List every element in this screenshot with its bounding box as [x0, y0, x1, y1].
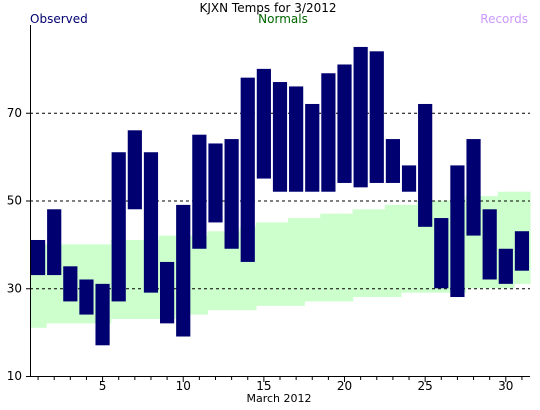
normal-range-day-17	[288, 218, 305, 306]
observed-bar-day-7	[127, 130, 142, 210]
observed-bar-day-27	[450, 165, 465, 298]
x-tick-label-10: 10	[176, 379, 191, 393]
x-tick-label-25: 25	[418, 379, 433, 393]
normal-range-day-7	[126, 239, 144, 319]
observed-bar-day-29	[482, 209, 497, 280]
x-axis-label: March 2012	[246, 392, 311, 405]
observed-bar-day-15	[256, 68, 271, 179]
observed-bar-day-28	[466, 139, 481, 236]
legend-normals: Normals	[258, 12, 308, 26]
observed-bars	[30, 46, 530, 346]
normal-range-day-13	[223, 231, 241, 311]
observed-bar-day-8	[143, 152, 159, 293]
observed-bar-day-26	[434, 218, 449, 289]
observed-bar-day-14	[240, 77, 255, 262]
axes: 10 30 50 70 5 10 15 20 25 30	[7, 25, 530, 393]
observed-bar-day-11	[192, 134, 207, 249]
observed-bar-day-1	[30, 239, 46, 276]
observed-bar-day-21	[353, 46, 368, 188]
normal-range-day-20	[336, 213, 354, 302]
y-tick-label-10: 10	[7, 369, 22, 383]
observed-bar-day-30	[498, 248, 513, 284]
x-tick-label-5: 5	[99, 379, 107, 393]
observed-bar-day-13	[224, 139, 239, 249]
chart-title: KJXN Temps for 3/2012	[200, 1, 337, 15]
observed-bar-day-9	[160, 261, 175, 324]
x-tick-label-15: 15	[256, 379, 271, 393]
legend-observed: Observed	[30, 12, 88, 26]
normal-range-day-22	[368, 209, 386, 298]
observed-bar-day-12	[208, 143, 223, 223]
observed-bar-day-18	[305, 103, 320, 192]
observed-bar-day-20	[337, 64, 352, 183]
observed-bar-day-24	[401, 165, 417, 192]
legend-records: Records	[480, 12, 528, 26]
observed-bar-day-23	[385, 139, 400, 183]
normal-range-day-24	[400, 204, 418, 293]
observed-bar-day-25	[418, 103, 433, 227]
normal-range-day-18	[304, 218, 321, 302]
y-tick-label-30: 30	[7, 281, 22, 295]
normal-range-day-12	[207, 231, 225, 311]
y-tick-label-50: 50	[7, 194, 22, 208]
observed-bar-day-4	[79, 279, 94, 315]
normal-range-day-19	[320, 213, 338, 302]
observed-bar-day-2	[47, 209, 62, 276]
observed-bar-day-10	[176, 204, 191, 337]
normal-range-day-16	[271, 222, 289, 306]
x-tick-label-20: 20	[337, 379, 352, 393]
grid-lines	[30, 112, 530, 290]
observed-bar-day-16	[272, 82, 288, 192]
observed-bar-day-6	[111, 152, 126, 302]
observed-bar-day-19	[321, 73, 336, 192]
x-tick-label-30: 30	[498, 379, 513, 393]
y-tick-label-70: 70	[7, 106, 22, 120]
normal-range-day-15	[255, 222, 273, 306]
observed-bar-day-3	[63, 266, 78, 302]
observed-bar-day-17	[289, 86, 304, 192]
observed-bar-day-5	[95, 283, 110, 346]
normal-range-day-11	[191, 235, 209, 315]
observed-bar-day-31	[514, 231, 530, 271]
observed-bar-day-22	[369, 51, 384, 183]
normal-range-day-23	[384, 204, 402, 298]
normal-range-day-21	[352, 209, 370, 298]
